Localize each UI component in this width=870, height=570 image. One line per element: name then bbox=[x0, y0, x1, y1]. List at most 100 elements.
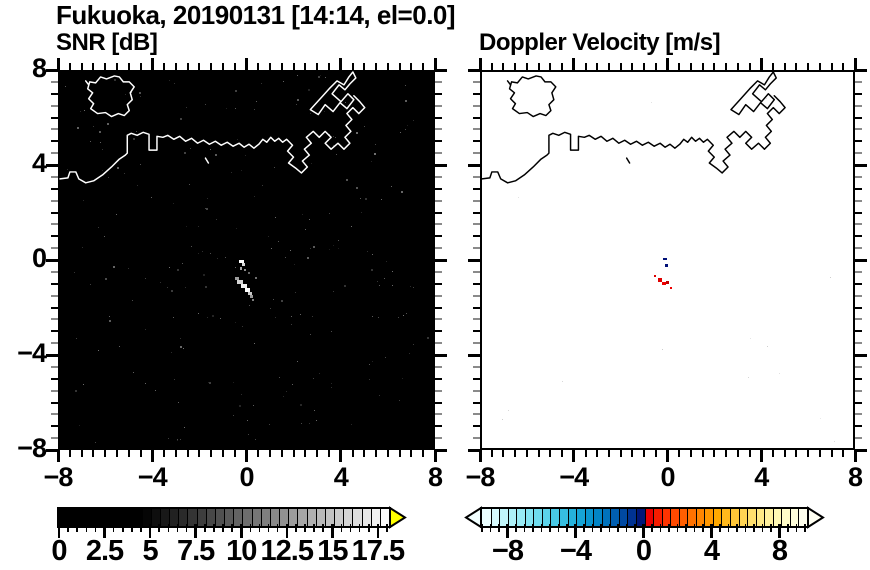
x-axis-top-tick bbox=[795, 63, 798, 70]
x-axis-tick bbox=[736, 450, 739, 457]
noise-speckle bbox=[198, 253, 199, 254]
noise-speckle bbox=[169, 80, 170, 81]
colorbar-cell bbox=[233, 509, 243, 526]
noise-speckle bbox=[178, 402, 179, 403]
noise-speckle bbox=[331, 387, 332, 388]
colorbar-cell bbox=[370, 509, 381, 526]
noise-speckle bbox=[285, 257, 286, 258]
y-axis-tick bbox=[473, 330, 480, 333]
colorbar-cell bbox=[59, 509, 69, 526]
noise-speckle bbox=[335, 137, 336, 138]
noise-speckle bbox=[372, 361, 373, 362]
colorbar-cell bbox=[178, 509, 188, 526]
noise-speckle bbox=[410, 286, 411, 287]
x-axis-tick bbox=[245, 450, 248, 462]
x-tick-label: 8 bbox=[847, 462, 863, 492]
noise-speckle bbox=[173, 203, 174, 204]
y-axis-right-tick bbox=[435, 80, 442, 83]
y-axis-right-tick bbox=[435, 365, 442, 368]
x-axis-tick bbox=[643, 450, 646, 457]
noise-speckle bbox=[249, 305, 250, 306]
y-axis-right-tick bbox=[435, 353, 447, 357]
colorbar-tick bbox=[85, 524, 88, 532]
noise-speckle bbox=[117, 167, 119, 169]
noise-speckle bbox=[261, 83, 262, 84]
colorbar-tick bbox=[249, 524, 252, 532]
colorbar-tick-label: 8 bbox=[771, 535, 788, 567]
coastline-breakwater bbox=[309, 71, 357, 116]
doppler-plot-panel bbox=[480, 70, 855, 450]
noise-speckle bbox=[356, 187, 358, 189]
colorbar-cell bbox=[507, 509, 517, 526]
colorbar-cell bbox=[738, 509, 748, 526]
colorbar-cell bbox=[661, 509, 671, 526]
x-axis-top-tick bbox=[654, 63, 657, 70]
x-axis-top-tick bbox=[233, 63, 236, 70]
y-axis-right-tick bbox=[855, 353, 867, 357]
x-axis-top-tick bbox=[842, 63, 845, 70]
noise-speckle bbox=[371, 269, 373, 271]
noise-speckle bbox=[145, 383, 146, 384]
noise-speckle bbox=[99, 131, 101, 133]
noise-speckle bbox=[183, 348, 184, 349]
noise-speckle bbox=[365, 198, 367, 200]
radar-echo bbox=[252, 299, 254, 301]
noise-speckle bbox=[169, 267, 170, 268]
noise-speckle bbox=[294, 264, 295, 265]
y-axis-tick bbox=[468, 163, 480, 167]
colorbar-tick-label: 17.5 bbox=[351, 535, 405, 567]
radar-echo bbox=[662, 282, 666, 285]
colorbar-cell bbox=[764, 509, 774, 526]
noise-speckle bbox=[766, 98, 767, 99]
coastline-mark bbox=[506, 80, 512, 86]
noise-speckle bbox=[369, 364, 370, 365]
noise-speckle bbox=[297, 361, 298, 362]
x-axis-tick bbox=[818, 450, 821, 457]
y-axis-right-tick bbox=[435, 199, 442, 202]
colorbar-overflow-arrow bbox=[389, 506, 407, 529]
y-axis-tick bbox=[473, 318, 480, 321]
x-axis-tick bbox=[713, 450, 716, 457]
colorbar-tick bbox=[778, 524, 781, 538]
y-axis-right-tick bbox=[435, 306, 442, 309]
y-axis-tick bbox=[51, 128, 58, 131]
noise-speckle bbox=[409, 353, 410, 354]
y-axis-tick bbox=[51, 175, 58, 178]
noise-speckle bbox=[311, 163, 312, 164]
coastline-mark bbox=[204, 157, 210, 164]
x-axis-tick bbox=[666, 450, 669, 462]
x-axis-top-tick bbox=[351, 63, 354, 70]
noise-speckle bbox=[75, 390, 77, 392]
x-axis-top-tick bbox=[339, 58, 343, 70]
y-axis-tick bbox=[51, 425, 58, 428]
noise-speckle bbox=[275, 317, 276, 318]
noise-speckle bbox=[209, 382, 211, 384]
y-tick-label: −8 bbox=[17, 433, 47, 463]
noise-speckle bbox=[268, 236, 269, 237]
colorbar-tick bbox=[322, 524, 324, 532]
colorbar-cell bbox=[704, 509, 714, 526]
x-axis-tick bbox=[210, 450, 213, 457]
doppler-panel-title: Doppler Velocity [m/s] bbox=[479, 29, 721, 56]
noise-speckle bbox=[319, 373, 320, 374]
colorbar-tick bbox=[368, 524, 370, 532]
noise-speckle bbox=[351, 226, 352, 227]
y-axis-tick bbox=[473, 128, 480, 131]
colorbar-cell bbox=[141, 509, 152, 526]
noise-speckle bbox=[133, 372, 134, 373]
noise-speckle bbox=[136, 131, 137, 132]
colorbar-tick bbox=[267, 524, 270, 532]
noise-speckle bbox=[329, 134, 330, 135]
x-axis-top-tick bbox=[759, 58, 763, 70]
y-axis-right-tick bbox=[435, 92, 442, 95]
noise-speckle bbox=[356, 132, 358, 134]
noise-speckle bbox=[125, 94, 126, 95]
noise-speckle bbox=[313, 246, 315, 248]
x-axis-tick bbox=[584, 450, 587, 457]
y-axis-tick bbox=[51, 437, 58, 440]
x-axis-tick bbox=[701, 450, 704, 457]
colorbar-tick bbox=[213, 524, 215, 532]
colorbar-tick bbox=[140, 524, 142, 532]
y-axis-right-tick bbox=[435, 258, 447, 262]
y-axis-right-tick bbox=[435, 140, 442, 143]
